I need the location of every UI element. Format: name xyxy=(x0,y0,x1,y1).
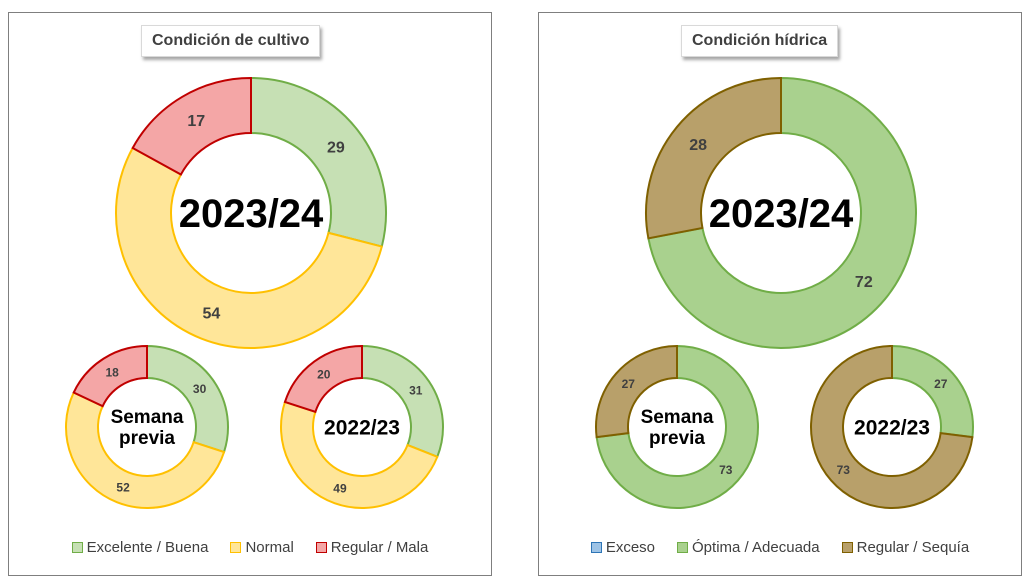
slice-value-label: 52 xyxy=(116,481,130,495)
legend-item: Óptima / Adecuada xyxy=(677,539,820,556)
legend-label: Exceso xyxy=(605,539,656,556)
slice-value-label: 18 xyxy=(105,365,119,379)
slice-value-label: 20 xyxy=(317,368,331,382)
donut: 73 27 Semana previa xyxy=(595,344,759,509)
donut-center-label: Semana previa xyxy=(641,407,714,449)
legend-swatch xyxy=(590,542,602,553)
legend-swatch xyxy=(315,542,327,553)
donut-slice xyxy=(595,344,678,439)
slice-value-label: 27 xyxy=(934,377,948,391)
donut-charts: 29 54 17 2023/24 30 52 18 Semana previa 31 49 20 202… xyxy=(65,76,444,509)
legend: Exceso Óptima / Adecuada Regular / Sequí… xyxy=(539,539,1021,556)
chart-panel-hidrica: Condición hídrica 72 28 2023/24 73 27 Semana p… xyxy=(538,12,1022,576)
donut-slice xyxy=(65,391,226,509)
donut-slice xyxy=(72,344,148,408)
slice-value-label: 28 xyxy=(689,137,707,154)
legend-swatch xyxy=(841,542,853,553)
donut: 30 52 18 Semana previa xyxy=(65,344,229,509)
legend-item: Regular / Sequía xyxy=(841,539,970,556)
donut-center-label: 2022/23 xyxy=(854,416,930,439)
donut-slice xyxy=(280,400,439,509)
donut-slice xyxy=(250,76,387,248)
legend-swatch xyxy=(677,542,689,553)
donut-slice xyxy=(283,344,363,414)
donut-slice xyxy=(595,344,759,509)
donut-slice xyxy=(645,76,782,240)
slice-value-label: 49 xyxy=(333,481,347,495)
donut-center-label: 2023/24 xyxy=(709,192,854,236)
chart-panel-cultivo: Condición de cultivo 29 54 17 2023/24 30 52 18… xyxy=(8,12,492,576)
legend-label: Excelente / Buena xyxy=(86,539,209,556)
slice-value-label: 29 xyxy=(327,140,345,157)
donut-slice xyxy=(146,344,229,454)
donut-slice xyxy=(115,146,383,349)
donut: 72 28 2023/24 xyxy=(645,76,917,349)
legend-item: Regular / Mala xyxy=(315,539,429,556)
legend-label: Regular / Sequía xyxy=(856,539,970,556)
donut-center-label: Semana previa xyxy=(111,407,184,449)
legend: Excelente / Buena Normal Regular / Mala xyxy=(9,539,491,556)
slice-value-label: 72 xyxy=(855,274,873,291)
donut-slice xyxy=(647,76,917,349)
donut: 31 49 20 2022/23 xyxy=(280,344,444,509)
legend-label: Regular / Mala xyxy=(330,539,429,556)
donut-center-label: 2023/24 xyxy=(179,192,324,236)
chart-title: Condición de cultivo xyxy=(141,25,321,57)
slice-value-label: 17 xyxy=(187,113,205,130)
donut: 29 54 17 2023/24 xyxy=(115,76,387,349)
donut-slice xyxy=(131,76,252,176)
slice-value-label: 31 xyxy=(409,384,423,398)
chart-title: Condición hídrica xyxy=(681,25,839,57)
slice-value-label: 73 xyxy=(719,463,733,477)
donut-slice xyxy=(361,344,444,459)
legend-label: Normal xyxy=(245,539,294,556)
legend-item: Normal xyxy=(230,539,294,556)
slice-value-label: 73 xyxy=(837,463,851,477)
slice-value-label: 27 xyxy=(622,377,636,391)
legend-item: Exceso xyxy=(590,539,656,556)
legend-swatch xyxy=(71,542,83,553)
legend-swatch xyxy=(230,542,242,553)
legend-label: Óptima / Adecuada xyxy=(692,539,820,556)
donut-charts: 72 28 2023/24 73 27 Semana previa 27 73 2022/23 xyxy=(595,76,974,509)
legend-item: Excelente / Buena xyxy=(71,539,209,556)
donut: 27 73 2022/23 xyxy=(810,344,974,509)
donut-slice xyxy=(810,344,974,509)
donut-center-label: 2022/23 xyxy=(324,416,400,439)
slice-value-label: 30 xyxy=(193,382,207,396)
slice-value-label: 54 xyxy=(203,306,221,323)
